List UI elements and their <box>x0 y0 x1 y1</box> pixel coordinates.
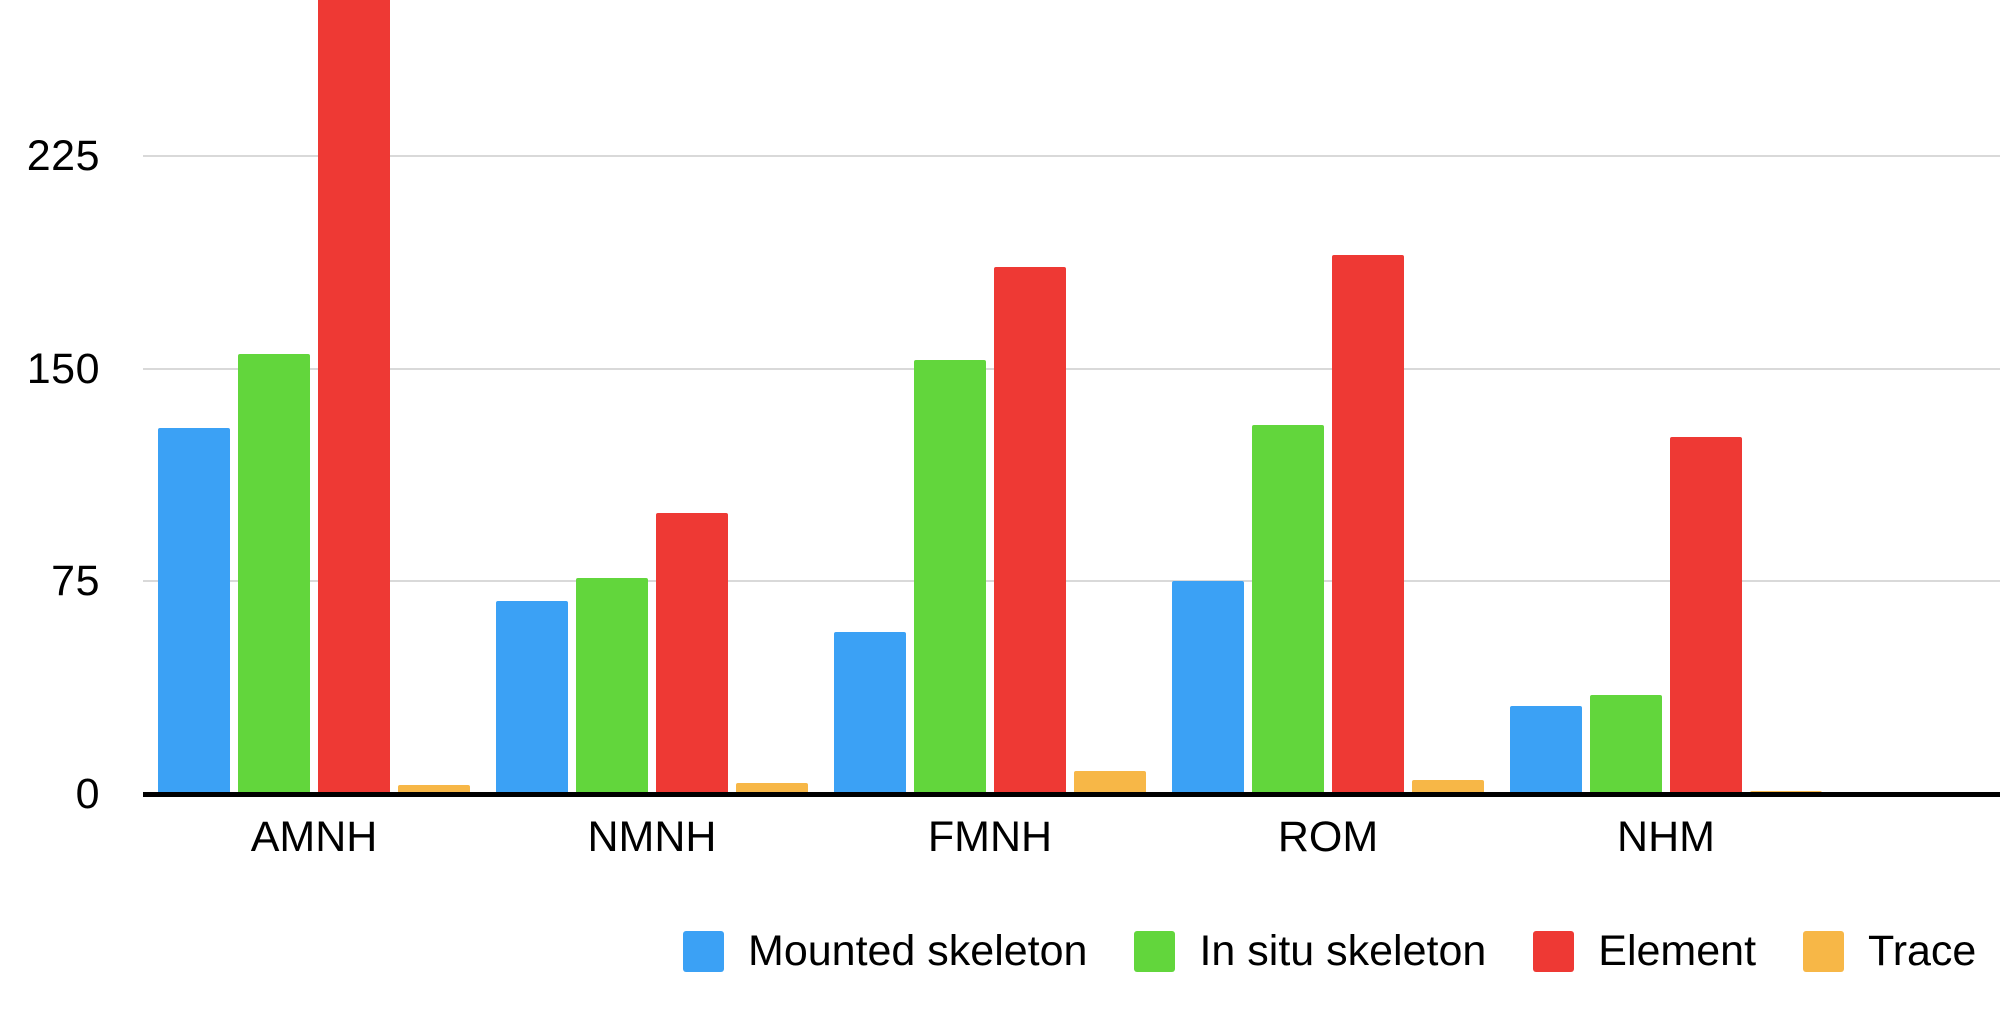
legend-swatch-mounted-skeleton <box>683 931 724 972</box>
bar-in-situ-skeleton-amnh <box>238 354 310 794</box>
bar-element-nhm <box>1670 436 1742 794</box>
y-tick-label-150: 150 <box>26 344 100 393</box>
x-category-label-nhm: NHM <box>1617 813 1715 861</box>
bar-element-fmnh <box>994 266 1066 794</box>
bar-in-situ-skeleton-nhm <box>1590 694 1662 794</box>
bar-mounted-skeleton-amnh <box>158 428 230 794</box>
y-tick-label-75: 75 <box>51 557 100 606</box>
bar-trace-nmnh <box>736 782 808 794</box>
legend-label-trace: Trace <box>1868 927 1977 975</box>
legend-swatch-element <box>1533 931 1575 972</box>
bar-mounted-skeleton-nmnh <box>496 601 568 794</box>
bar-element-amnh <box>318 0 390 794</box>
legend-item-element: Element <box>1533 927 1757 975</box>
legend-label-element: Element <box>1598 927 1757 975</box>
bar-mounted-skeleton-nhm <box>1510 706 1582 794</box>
gridline-75 <box>143 580 2000 583</box>
legend-swatch-in-situ-skeleton <box>1134 931 1176 972</box>
legend-label-mounted-skeleton: Mounted skeleton <box>748 927 1088 975</box>
bar-trace-fmnh <box>1074 771 1146 794</box>
x-category-label-nmnh: NMNH <box>587 813 717 861</box>
y-tick-label-0: 0 <box>75 770 100 818</box>
legend-item-trace: Trace <box>1803 927 1977 975</box>
bar-element-nmnh <box>656 513 728 794</box>
x-category-label-rom: ROM <box>1277 813 1379 861</box>
gridline-150 <box>143 367 2000 370</box>
x-category-label-fmnh: FMNH <box>927 813 1053 861</box>
bar-mounted-skeleton-fmnh <box>834 632 906 794</box>
bar-in-situ-skeleton-nmnh <box>576 578 648 794</box>
legend-item-mounted-skeleton: Mounted skeleton <box>683 927 1088 975</box>
chart-legend: Mounted skeleton In situ skeleton Element T… <box>683 927 1977 975</box>
bar-mounted-skeleton-rom <box>1172 581 1244 794</box>
bar-element-rom <box>1332 255 1404 794</box>
y-tick-label-225: 225 <box>26 131 100 180</box>
x-category-label-amnh: AMNH <box>250 813 378 861</box>
bar-trace-amnh <box>398 785 470 794</box>
legend-label-in-situ-skeleton: In situ skeleton <box>1199 927 1487 975</box>
bar-in-situ-skeleton-rom <box>1252 425 1324 794</box>
x-axis-baseline <box>143 792 2000 797</box>
bar-in-situ-skeleton-fmnh <box>914 360 986 794</box>
gridline-225 <box>143 154 2000 157</box>
bar-trace-rom <box>1412 779 1484 794</box>
legend-item-in-situ-skeleton: In situ skeleton <box>1134 927 1487 975</box>
legend-swatch-trace <box>1803 931 1845 972</box>
